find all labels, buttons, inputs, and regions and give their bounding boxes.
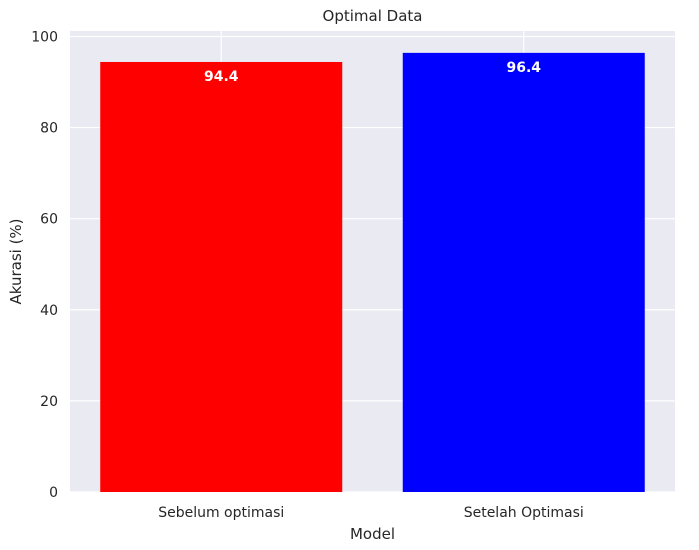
y-axis-ticks: 0 20 40 60 80 100 [31,29,58,501]
y-axis-title: Akurasi (%) [7,218,25,304]
x-tick-label: Sebelum optimasi [158,505,284,521]
y-tick-label: 80 [40,121,58,137]
x-axis-ticks: Sebelum optimasi Setelah Optimasi [158,505,584,521]
x-tick-label: Setelah Optimasi [464,505,584,521]
x-axis-title: Model [350,525,395,543]
bar-value-labels: 94.4 96.4 [204,60,541,85]
y-tick-label: 0 [49,485,58,501]
y-tick-label: 100 [31,29,58,45]
chart-title: Optimal Data [323,7,423,25]
bar-value-label: 94.4 [204,69,239,85]
y-tick-label: 60 [40,212,58,228]
y-tick-label: 20 [40,394,58,410]
bar-2 [402,52,645,493]
bar-value-label: 96.4 [506,60,541,76]
bar-1 [100,61,343,492]
bars [100,52,645,493]
y-tick-label: 40 [40,303,58,319]
